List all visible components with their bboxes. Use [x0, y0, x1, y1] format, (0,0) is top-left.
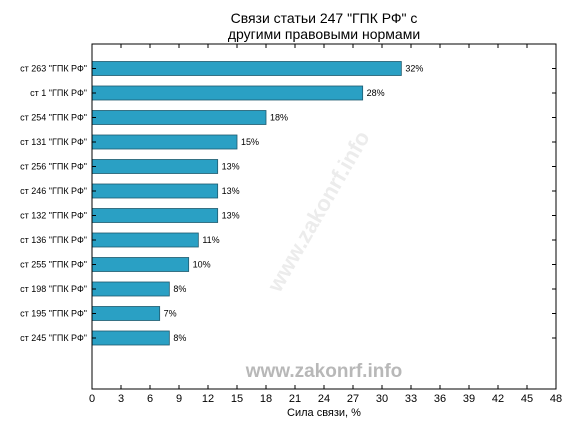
x-axis-label: Сила связи, % [287, 407, 361, 419]
x-tick-label: 9 [176, 393, 182, 405]
data-label: 13% [222, 162, 240, 172]
category-label: ст 131 "ГПК РФ" [20, 137, 87, 147]
x-tick-label: 18 [260, 393, 272, 405]
bar [91, 330, 170, 346]
data-label: 18% [270, 113, 288, 123]
category-label: ст 136 "ГПК РФ" [20, 235, 87, 245]
category-label: ст 254 "ГПК РФ" [20, 113, 87, 123]
category-label: ст 263 "ГПК РФ" [20, 64, 87, 74]
watermark-diagonal: www.zakonrf.info [262, 126, 375, 296]
bar [91, 159, 219, 174]
chart-title-line-2: другими правовыми нормами [228, 26, 420, 42]
x-tick-label: 36 [434, 393, 446, 405]
bar [91, 85, 364, 101]
chart-title-line-1: Связи статьи 247 "ГПК РФ" с [231, 10, 418, 26]
data-label: 15% [241, 137, 259, 147]
category-label: ст 1 "ГПК РФ" [30, 88, 87, 98]
x-tick-label: 15 [231, 393, 243, 405]
x-tick-label: 24 [318, 393, 330, 405]
x-tick-label: 21 [289, 393, 301, 405]
category-label: ст 132 "ГПК РФ" [20, 211, 87, 221]
bar [91, 183, 219, 199]
category-label: ст 246 "ГПК РФ" [20, 186, 87, 196]
data-label: 13% [222, 186, 240, 196]
bar [91, 110, 267, 125]
data-label: 32% [405, 64, 423, 74]
x-tick-label: 30 [376, 393, 388, 405]
data-label: 13% [222, 211, 240, 221]
category-label: ст 256 "ГПК РФ" [20, 162, 87, 172]
category-label: ст 195 "ГПК РФ" [20, 309, 87, 319]
x-tick-label: 3 [118, 393, 124, 405]
bar [91, 208, 219, 223]
x-tick-label: 45 [521, 393, 533, 405]
bar [91, 257, 190, 272]
data-label: 10% [193, 260, 211, 270]
bars-group: 32% ст 263 "ГПК РФ" 28% ст 1 "ГПК РФ" 18% ст … [20, 61, 556, 346]
bar [91, 61, 402, 76]
x-tick-label: 0 [89, 393, 95, 405]
x-tick-label: 27 [347, 393, 359, 405]
x-tick-label: 48 [550, 393, 562, 405]
category-label: ст 245 "ГПК РФ" [20, 333, 87, 343]
data-label: 11% [202, 235, 219, 245]
data-label: 8% [173, 333, 186, 343]
data-label: 28% [367, 88, 385, 98]
data-label: 8% [173, 284, 186, 294]
bar [91, 281, 170, 297]
x-tick-label: 33 [405, 393, 417, 405]
watermark: www.zakonrf.info [245, 361, 403, 382]
x-tick-label: 42 [492, 393, 504, 405]
data-label: 7% [164, 309, 177, 319]
x-axis-ticks: 0 3 6 9 12 15 18 21 24 27 30 33 36 39 42 45 48 [89, 44, 562, 405]
x-tick-label: 6 [147, 393, 153, 405]
category-label: ст 255 "ГПК РФ" [20, 260, 87, 270]
x-tick-label: 12 [202, 393, 214, 405]
category-label: ст 198 "ГПК РФ" [20, 284, 87, 294]
bar [91, 134, 238, 150]
bar [91, 232, 199, 248]
x-tick-label: 39 [463, 393, 475, 405]
bar [91, 306, 161, 321]
